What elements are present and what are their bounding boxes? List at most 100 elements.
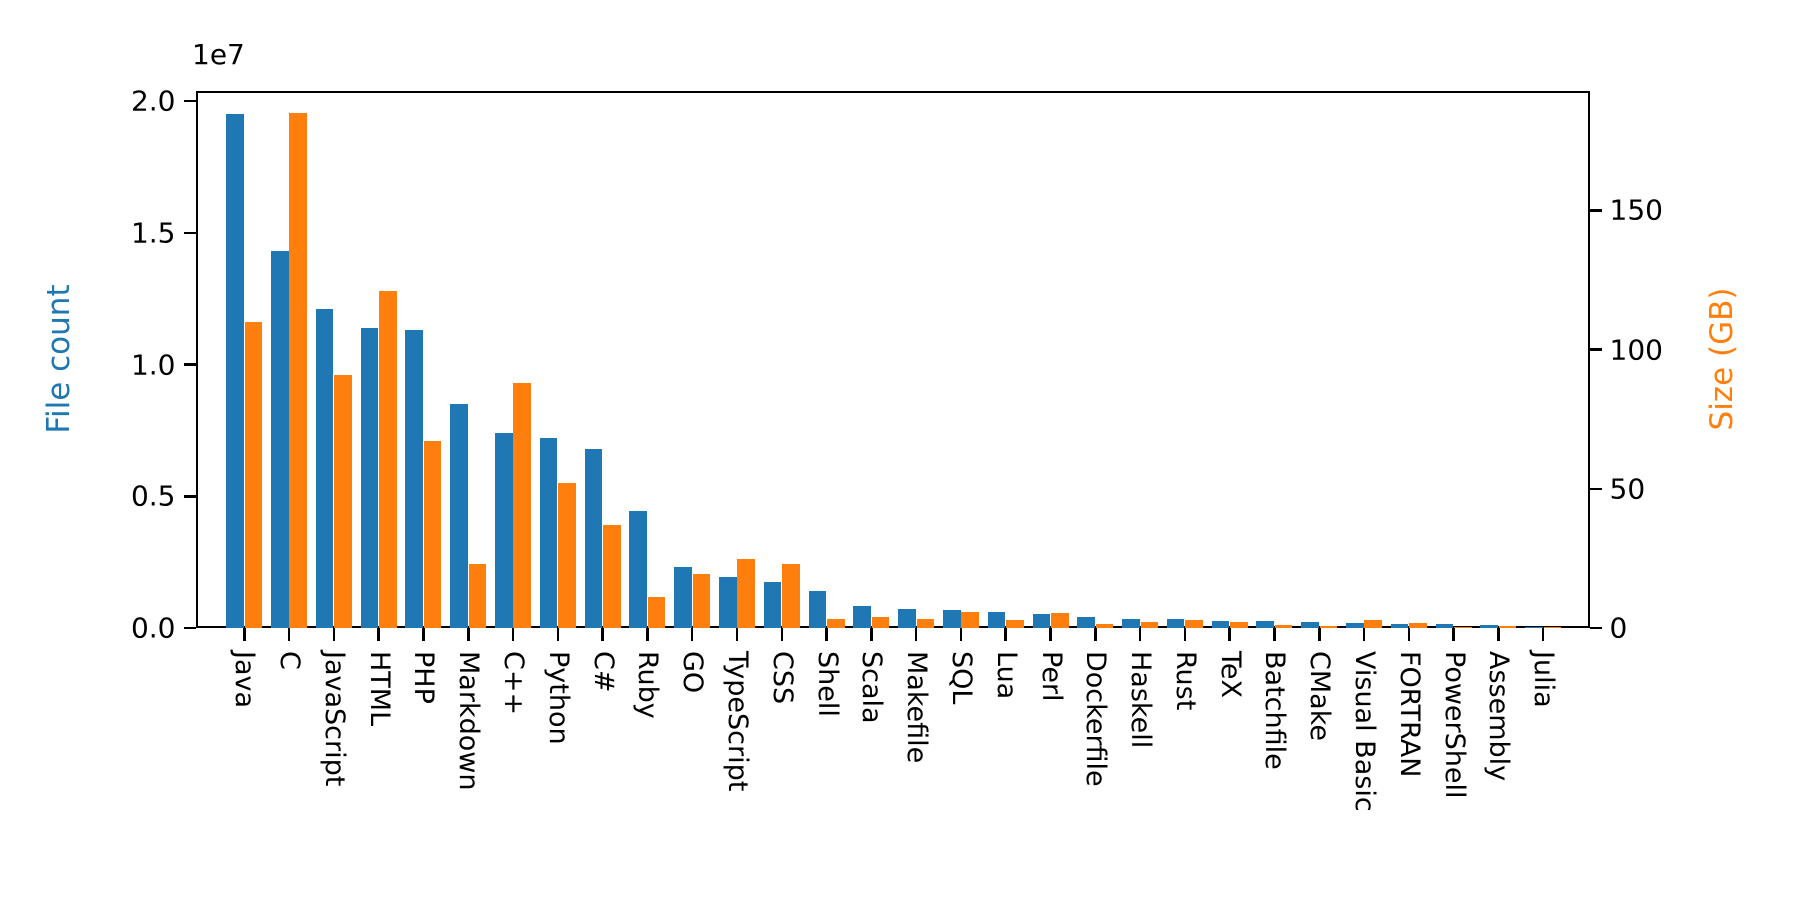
x-axis-tick — [780, 628, 784, 641]
bar-size-gb — [1050, 613, 1069, 628]
bar-file-count — [1166, 619, 1185, 628]
y-axis-label-right: Size (GB) — [1704, 287, 1740, 431]
x-axis-tick-label: PHP — [408, 651, 440, 704]
x-axis-tick-label: Julia — [1528, 651, 1560, 708]
bar-size-gb — [423, 441, 442, 628]
x-axis-tick — [1094, 628, 1097, 641]
x-axis-tick-label: C# — [587, 651, 619, 693]
bar-size-gb — [826, 619, 845, 628]
x-axis-tick-label: SQL — [945, 651, 977, 705]
bar-size-gb — [1185, 620, 1203, 628]
x-axis-tick — [1004, 628, 1007, 641]
x-axis-tick — [959, 628, 963, 641]
bar-size-gb — [289, 112, 308, 628]
bar-file-count — [360, 327, 379, 628]
x-axis-tick — [556, 628, 560, 641]
bar-file-count — [1032, 614, 1051, 628]
bar-file-count — [495, 433, 513, 628]
axis-offset-text: 1e7 — [192, 38, 245, 71]
y-axis-right-tick-label: 100 — [1609, 333, 1663, 366]
y-axis-left-tick — [183, 99, 196, 103]
x-axis-tick — [511, 628, 515, 641]
y-axis-right-tick — [1589, 487, 1602, 490]
bar-size-gb — [1543, 627, 1562, 628]
y-axis-left-tick — [183, 363, 196, 366]
x-axis-tick — [1138, 628, 1142, 641]
bar-size-gb — [782, 563, 800, 628]
bar-file-count — [674, 567, 692, 628]
bar-size-gb — [244, 321, 263, 628]
y-axis-left-tick-label: 1.5 — [130, 216, 176, 250]
x-axis-tick — [870, 628, 873, 641]
bar-file-count — [1525, 626, 1543, 628]
bar-size-gb — [379, 291, 397, 628]
bar-file-count — [1480, 625, 1498, 628]
x-axis-tick-label: Haskell — [1125, 651, 1157, 749]
bar-size-gb — [871, 617, 890, 628]
bar-file-count — [226, 114, 244, 628]
x-axis-tick — [1318, 628, 1321, 641]
x-axis-tick — [1362, 628, 1366, 641]
bar-file-count — [942, 609, 961, 628]
bar-file-count — [539, 438, 558, 628]
x-axis-tick — [1407, 628, 1411, 641]
bar-size-gb — [1274, 625, 1293, 628]
x-axis-tick-label: Scala — [856, 651, 888, 724]
x-axis-tick — [690, 628, 694, 641]
bar-file-count — [898, 609, 916, 628]
bar-file-count — [584, 448, 603, 628]
y-axis-right-tick — [1589, 348, 1602, 351]
x-axis-tick — [243, 628, 246, 641]
x-axis-tick-label: Markdown — [453, 651, 485, 791]
bar-file-count — [808, 591, 827, 628]
bar-size-gb — [334, 374, 352, 628]
y-axis-right-tick-label: 0 — [1609, 611, 1628, 645]
bar-file-count — [1301, 622, 1319, 628]
bar-size-gb — [513, 382, 532, 628]
x-axis-tick — [377, 628, 380, 641]
x-axis-tick — [287, 628, 291, 641]
x-axis-tick — [1497, 628, 1500, 641]
x-axis-tick-label: Rust — [1169, 651, 1201, 711]
x-axis-tick — [914, 628, 918, 641]
x-axis-tick-label: HTML — [363, 651, 395, 727]
x-axis-tick — [1273, 628, 1276, 641]
x-axis-tick — [825, 628, 828, 641]
x-axis-tick-label: Ruby — [632, 651, 664, 719]
bar-file-count — [450, 404, 468, 628]
bar-size-gb — [737, 559, 755, 628]
x-axis-tick-label: Assembly — [1483, 651, 1515, 782]
bar-size-gb — [647, 597, 666, 628]
bar-file-count — [405, 330, 424, 628]
bar-file-count — [1122, 618, 1140, 628]
bar-file-count — [1256, 621, 1275, 628]
bar-file-count — [1390, 623, 1409, 628]
x-axis-tick-label: GO — [677, 651, 709, 694]
x-axis-tick-label: PowerShell — [1438, 651, 1470, 799]
bar-size-gb — [1140, 622, 1159, 628]
y-axis-left-tick-label: 0.0 — [130, 611, 176, 645]
bar-file-count — [315, 309, 334, 628]
x-axis-tick-label: C++ — [498, 651, 530, 716]
y-axis-right-tick-label: 50 — [1609, 472, 1646, 506]
bar-size-gb — [603, 524, 621, 628]
x-axis-tick — [601, 628, 604, 641]
y-axis-right-tick — [1589, 626, 1602, 630]
bar-size-gb — [1006, 619, 1024, 628]
y-axis-left-tick-label: 0.5 — [130, 479, 176, 513]
bar-file-count — [1077, 617, 1095, 628]
x-axis-tick-label: CMake — [1304, 651, 1336, 741]
x-axis-tick-label: Shell — [811, 651, 843, 717]
x-axis-tick — [1541, 628, 1545, 641]
bar-size-gb — [692, 573, 711, 628]
x-axis-tick — [422, 628, 425, 641]
y-axis-left-tick — [183, 495, 196, 498]
x-axis-tick — [332, 628, 336, 641]
x-axis-tick-label: FORTRAN — [1393, 651, 1425, 778]
x-axis-tick-label: TypeScript — [721, 651, 753, 792]
bar-file-count — [987, 612, 1006, 628]
bar-file-count — [271, 251, 289, 628]
bar-size-gb — [1454, 626, 1472, 628]
x-axis-tick-label: CSS — [766, 651, 798, 705]
